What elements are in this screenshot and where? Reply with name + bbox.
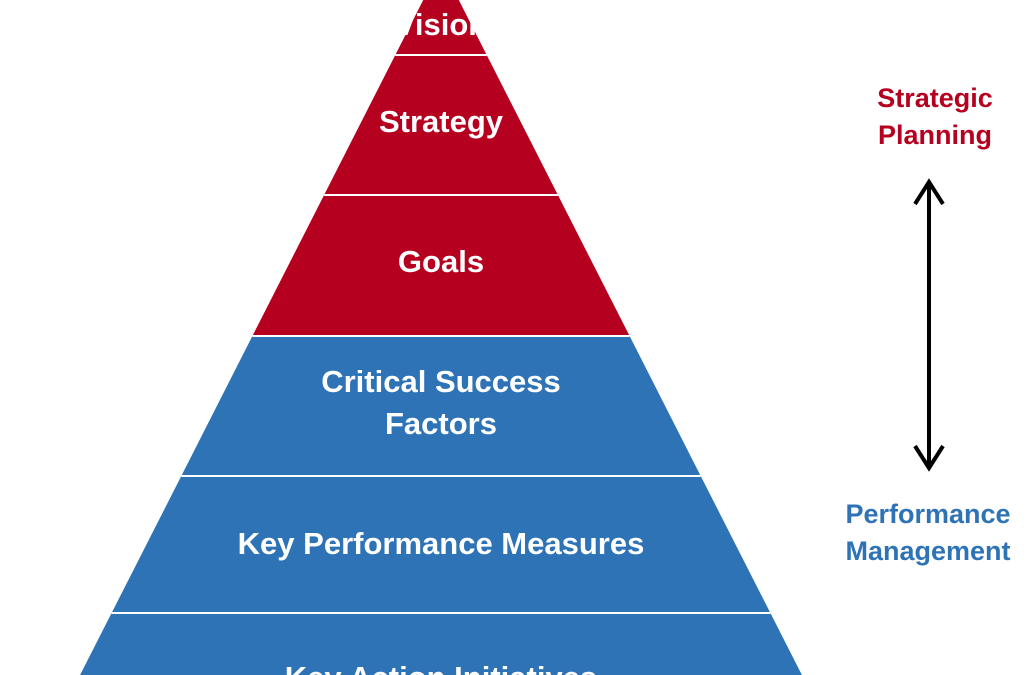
pyramid-tier-3-label: Goals (398, 244, 484, 279)
pyramid-tier-1 (395, 0, 487, 55)
pyramid-tier-5-label: Key Performance Measures (238, 526, 645, 561)
strategic-planning-label: Strategic Planning (877, 83, 993, 150)
arrow-head-up (913, 178, 945, 206)
pyramid-tier-4 (181, 336, 701, 476)
pyramid-tier-3 (252, 195, 630, 336)
pyramid-tier-6-label: Key Action Initiatives (285, 660, 597, 675)
arrow-head-down (913, 444, 945, 472)
pyramid-tier-2 (324, 55, 558, 195)
performance-management-label: Performance Management (845, 499, 1011, 566)
pyramid-tier-4-label: Critical Success Factors (321, 364, 561, 441)
pyramid-tier-6 (80, 613, 802, 675)
pyramid-tier-2-label: Strategy (379, 104, 504, 139)
pyramid-tier-1-label: Vision (395, 7, 487, 42)
pyramid-tier-5 (111, 476, 771, 613)
